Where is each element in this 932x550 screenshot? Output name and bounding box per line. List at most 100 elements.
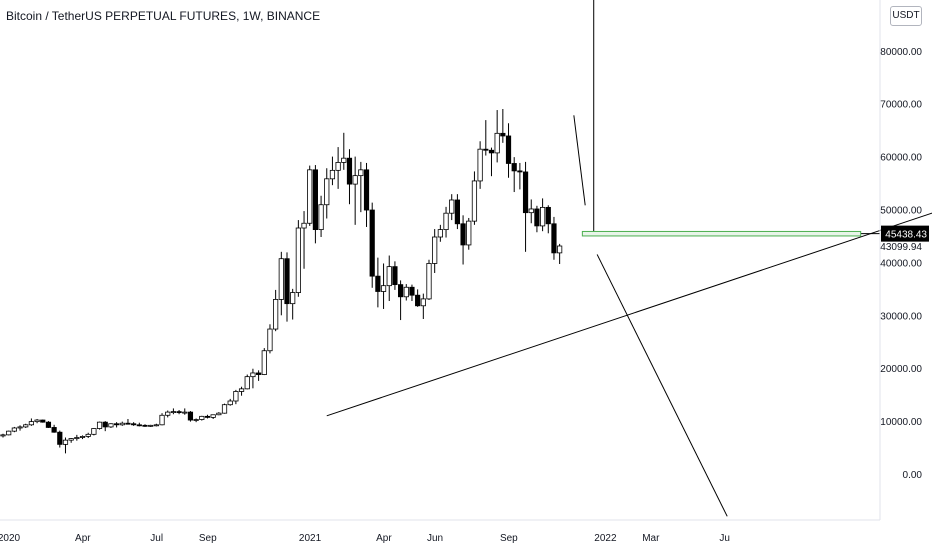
candle-body — [528, 208, 534, 214]
candle-body — [375, 275, 381, 292]
green-zone — [581, 230, 862, 237]
candle-body — [522, 171, 529, 214]
support-trendline — [326, 212, 932, 417]
candle-body — [557, 245, 563, 254]
candle-body — [318, 204, 324, 231]
candle-body — [125, 422, 131, 425]
candle-body — [335, 162, 341, 171]
price-tick-label: 40000.00 — [880, 258, 922, 269]
candle-body — [68, 438, 74, 441]
candle-body — [454, 199, 461, 225]
candle-body — [227, 400, 233, 406]
candle-body — [392, 266, 398, 286]
candle-body — [511, 163, 517, 172]
candle-body — [176, 411, 182, 414]
candle-body — [460, 223, 466, 246]
candle-body — [380, 285, 387, 292]
candle-body — [34, 419, 40, 423]
candle-body — [551, 223, 557, 254]
current-price-badge — [881, 225, 929, 242]
candle-body — [102, 421, 108, 428]
candle-body — [108, 423, 114, 428]
candle-body — [324, 178, 330, 206]
candle-body — [403, 286, 409, 298]
candle-body — [204, 415, 211, 418]
candle-body — [307, 169, 313, 224]
candle-body — [494, 132, 500, 154]
candle-body — [295, 227, 301, 293]
candle-body — [6, 430, 12, 436]
candle-body — [119, 422, 125, 426]
candle-body — [273, 299, 279, 330]
candle-body — [471, 180, 478, 222]
candle-body — [17, 426, 23, 429]
candle-body — [363, 169, 370, 211]
candle-body — [409, 286, 415, 296]
time-axis[interactable]: 2020 Apr Jul Sep 2021 Apr Jun Sep 2022 Mar Ju — [0, 519, 880, 544]
candle-body — [221, 404, 228, 414]
candle-body — [261, 350, 267, 375]
candle-body — [193, 419, 199, 421]
candle-body — [170, 411, 176, 413]
candle-body — [45, 421, 52, 428]
candle-body — [449, 199, 455, 214]
candle-body — [301, 222, 307, 229]
candle-body — [540, 206, 546, 227]
candle-body — [415, 294, 421, 307]
time-tick-label: 2022 — [594, 533, 617, 544]
time-tick-label: Jun — [427, 533, 443, 544]
candle-body — [517, 170, 523, 173]
candle-body — [284, 258, 290, 305]
time-tick-label: Mar — [642, 533, 660, 544]
candle-body — [386, 266, 392, 287]
price-axis[interactable]: 80000.00 70000.00 60000.00 50000.00 40000.00… — [879, 0, 922, 520]
candle-body — [0, 434, 6, 437]
candle-body — [483, 148, 489, 151]
candle-body — [312, 169, 319, 231]
secondary-price-label: 43099.94 — [880, 242, 922, 253]
current-price-label: 45438.43 — [885, 230, 927, 241]
candle-body — [148, 424, 154, 427]
candle-body — [85, 433, 91, 437]
candle-body — [131, 423, 137, 426]
candle-body — [57, 431, 63, 445]
candle-body — [62, 439, 69, 445]
candle-body — [233, 391, 239, 402]
time-tick-label: Sep — [500, 533, 518, 544]
candle-body — [329, 169, 336, 180]
candle-body — [278, 258, 284, 300]
price-tick-label: 10000.00 — [880, 417, 922, 428]
candle-body — [352, 175, 358, 185]
time-tick-label: 2021 — [299, 533, 322, 544]
candle-body — [534, 208, 540, 227]
candle-body — [40, 419, 46, 423]
candle-body — [182, 411, 188, 414]
candle-body — [199, 415, 205, 420]
candle-body — [505, 135, 512, 164]
time-tick-label: Apr — [75, 533, 91, 544]
candle-body — [159, 414, 165, 426]
currency-button[interactable]: USDT — [890, 6, 922, 26]
drawings-group — [326, 0, 932, 517]
time-tick-label: 2020 — [0, 533, 21, 544]
candle-body — [443, 212, 449, 231]
candle-body — [165, 411, 171, 416]
descending-trendline — [573, 115, 586, 206]
candle-body — [488, 149, 495, 154]
candle-body — [290, 292, 296, 305]
candle-body — [136, 424, 142, 427]
candle-body — [346, 157, 353, 185]
candle-body — [23, 424, 29, 428]
candle-body — [341, 157, 347, 163]
candle-body — [114, 423, 120, 426]
candle-body — [216, 412, 222, 416]
time-tick-label: Sep — [199, 533, 217, 544]
candle-body — [358, 169, 364, 177]
candle-body — [432, 236, 438, 264]
candle-body — [545, 206, 551, 225]
time-tick-label: Ju — [719, 533, 730, 544]
time-tick-label: Apr — [376, 533, 392, 544]
chart-title: Bitcoin / TetherUS PERPETUAL FUTURES, 1W… — [6, 9, 321, 23]
